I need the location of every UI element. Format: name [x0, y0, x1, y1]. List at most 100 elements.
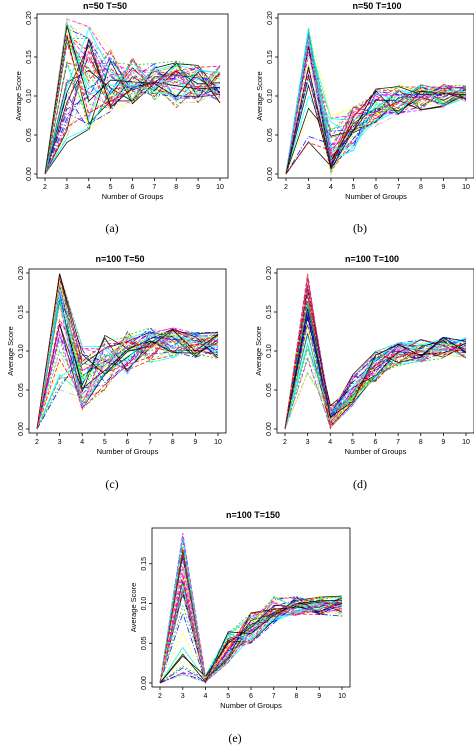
- x-tick-label: 10: [462, 184, 470, 191]
- series-line: [44, 19, 221, 175]
- x-tick-label: 6: [374, 184, 378, 191]
- series-line: [44, 41, 221, 175]
- series-line: [44, 25, 221, 175]
- series-line: [44, 37, 221, 175]
- y-axis-label: Average Score: [6, 326, 15, 375]
- series-line: [44, 44, 221, 175]
- series-line: [284, 318, 467, 430]
- series-line: [36, 300, 219, 430]
- chart-title: n=50 T=50: [83, 1, 127, 11]
- series-line: [159, 532, 343, 684]
- series-line: [285, 63, 467, 175]
- series-line: [159, 581, 343, 684]
- series-line: [36, 289, 219, 430]
- caption-e: (e): [228, 731, 242, 745]
- series-line: [44, 21, 221, 175]
- series-line: [159, 582, 343, 684]
- series-line: [44, 59, 221, 175]
- series-line: [44, 60, 221, 175]
- series-line: [44, 37, 221, 175]
- series-line: [36, 274, 219, 430]
- x-tick-label: 4: [329, 184, 333, 191]
- series-line: [36, 285, 219, 430]
- y-tick-label: 0.20: [267, 11, 274, 25]
- y-axis-label: Average Score: [254, 326, 263, 375]
- y-tick-label: 0.05: [141, 636, 148, 650]
- y-axis-label: Average Score: [255, 71, 264, 120]
- y-tick-label: 0.15: [141, 557, 148, 571]
- series-line: [44, 35, 221, 175]
- series-line: [159, 600, 343, 684]
- x-tick-label: 2: [158, 693, 162, 700]
- series-line: [36, 291, 218, 430]
- series-line: [36, 282, 219, 430]
- x-tick-label: 8: [174, 184, 178, 191]
- x-tick-label: 3: [307, 184, 311, 191]
- series-line: [44, 59, 221, 175]
- series-line: [44, 69, 221, 175]
- series-line: [36, 273, 219, 430]
- x-tick-label: 4: [204, 693, 208, 700]
- y-tick-label: 0.15: [26, 50, 33, 64]
- chart-title: n=100 T=100: [345, 254, 399, 264]
- series-line: [36, 329, 219, 430]
- x-tick-label: 10: [338, 693, 346, 700]
- series-line: [36, 305, 219, 430]
- x-axis-label: Number of Groups: [220, 701, 282, 710]
- chart-panel-a: n=50 T=50 0.00 0.05 0.10 0.15 0.20 2 3 4 5 6 7 8 9 10…: [14, 1, 229, 201]
- series-line: [44, 46, 221, 175]
- series-line: [36, 322, 219, 430]
- series-line: [36, 273, 219, 430]
- chart-title: n=50 T=100: [352, 1, 401, 11]
- series-line: [36, 304, 219, 430]
- series-line: [285, 50, 467, 175]
- chart-panel-b: n=50 T=100 0.00 0.05 0.10 0.15 0.20 2 3 4 5 6 7 8 9 1…: [255, 1, 474, 201]
- series-line: [44, 16, 221, 175]
- y-tick-label: 0.00: [266, 422, 273, 436]
- x-axis-label: Number of Groups: [345, 192, 407, 201]
- series-line: [36, 332, 219, 430]
- series-line: [36, 288, 219, 430]
- series-line: [159, 547, 343, 684]
- series-line: [44, 37, 221, 175]
- chart-panel-e: n=100 T=150 0.00 0.05 0.10 0.15 2 3 4 5 6 7 8 9 10 Nu…: [129, 510, 351, 710]
- series-line: [36, 277, 219, 430]
- series-line: [159, 567, 343, 684]
- series-line: [36, 291, 219, 430]
- series-line: [159, 561, 343, 684]
- chart-panel-d: n=100 T=100 0.00 0.05 0.10 0.15 0.20 2 3 4 5 6 7 8 9…: [254, 254, 474, 456]
- y-tick-label: 0.00: [18, 422, 25, 436]
- x-axis-label: Number of Groups: [97, 447, 159, 456]
- series-line: [285, 92, 467, 175]
- x-tick-label: 5: [103, 439, 107, 446]
- x-tick-label: 4: [80, 439, 84, 446]
- y-tick-label: 0.20: [266, 266, 273, 280]
- y-tick-label: 0.15: [267, 50, 274, 64]
- series-line: [44, 37, 221, 175]
- series-line: [284, 342, 467, 430]
- series-line: [285, 53, 467, 175]
- series-line: [44, 27, 221, 175]
- x-tick-label: 2: [283, 439, 287, 446]
- series-line: [284, 308, 467, 430]
- x-tick-label: 3: [65, 184, 69, 191]
- series-line: [36, 303, 219, 430]
- series-line: [44, 71, 221, 175]
- caption-d: (d): [353, 477, 367, 491]
- x-tick-label: 9: [441, 439, 445, 446]
- series-line: [284, 306, 467, 430]
- series-line: [36, 290, 219, 430]
- series-line: [36, 289, 219, 430]
- series-line: [159, 593, 343, 684]
- series-line: [284, 342, 466, 430]
- x-tick-label: 8: [419, 439, 423, 446]
- x-tick-label: 10: [216, 184, 224, 191]
- x-tick-label: 6: [131, 184, 135, 191]
- y-tick-label: 0.05: [266, 383, 273, 397]
- series-line: [159, 589, 343, 684]
- series-line: [36, 330, 219, 430]
- series-line: [44, 50, 221, 175]
- series-line: [159, 599, 343, 684]
- y-tick-label: 0.20: [26, 11, 33, 25]
- x-tick-label: 10: [214, 439, 222, 446]
